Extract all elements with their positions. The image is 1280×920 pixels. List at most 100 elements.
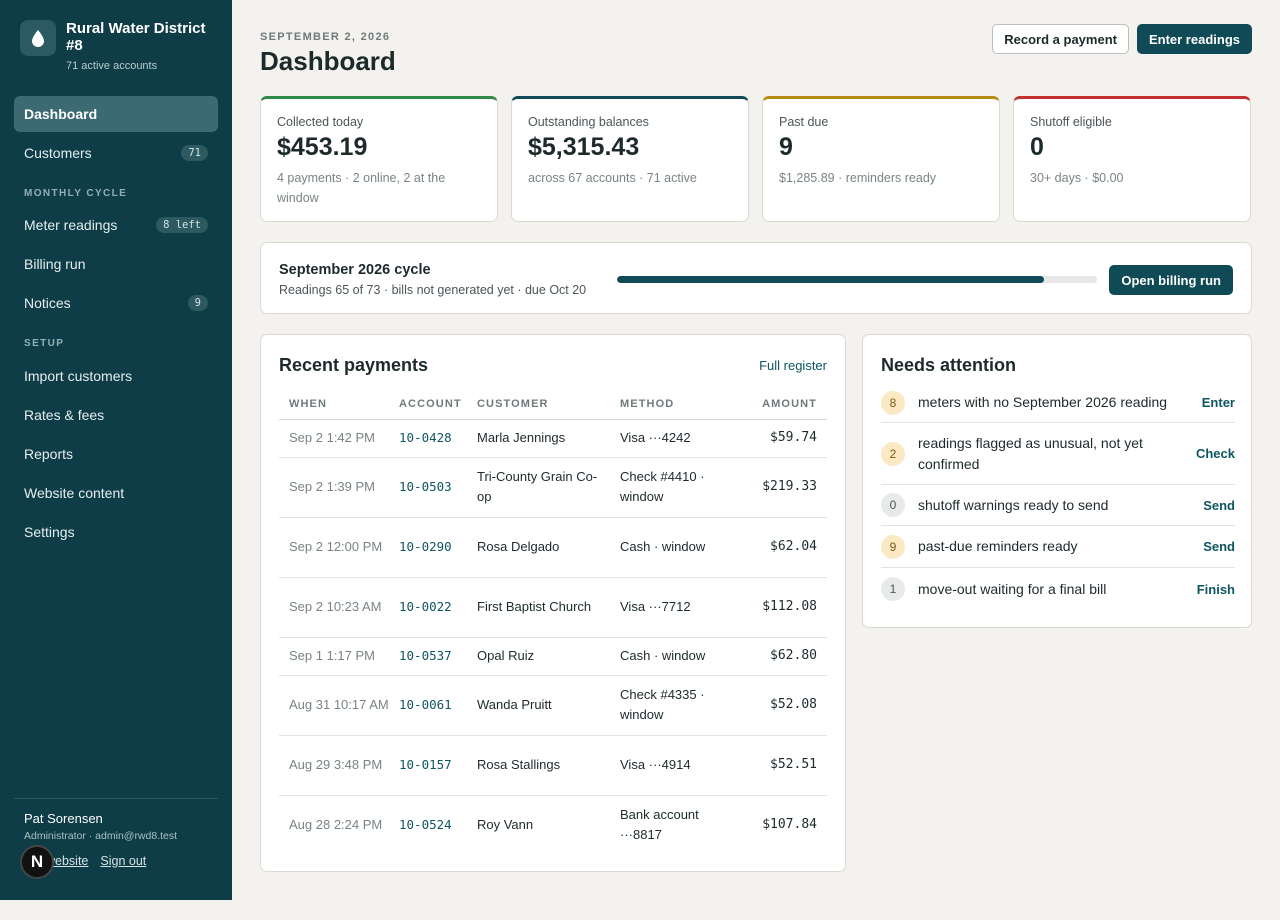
section-setup: SETUP — [24, 338, 65, 349]
sidebar-item-meter-readings[interactable]: Meter readings 8 left — [14, 207, 218, 243]
stat-card-past-due: Past due 9 $1,285.89 · reminders ready — [762, 96, 1000, 222]
payment-amount: $62.80 — [740, 637, 827, 676]
stat-note: 30+ days · $0.00 — [1030, 171, 1124, 185]
sidebar-item-label: Import customers — [24, 368, 133, 384]
brand: Rural Water District #8 71 active accoun… — [20, 20, 216, 72]
table-row: Sep 2 1:39 PM 10-0503 Tri-County Grain C… — [279, 457, 827, 518]
stat-card-outstanding-balances: Outstanding balances $5,315.43 across 67… — [511, 96, 749, 222]
sidebar-item-reports[interactable]: Reports — [14, 436, 218, 472]
recent-payments-title: Recent payments — [279, 355, 429, 375]
record-payment-button[interactable]: Record a payment — [992, 24, 1129, 54]
open-billing-run-button[interactable]: Open billing run — [1109, 265, 1233, 295]
payment-amount: $52.08 — [740, 675, 827, 736]
stat-card-shutoff-eligible: Shutoff eligible 0 30+ days · $0.00 — [1013, 96, 1251, 222]
payment-when: Aug 28 2:24 PM — [289, 817, 383, 833]
attention-text: meters with no September 2026 reading — [918, 394, 1168, 410]
sidebar-item-customers[interactable]: Customers 71 — [14, 135, 218, 171]
stat-value: $453.19 — [277, 133, 368, 161]
account-link[interactable]: 10-0428 — [389, 419, 467, 458]
enter-action-link[interactable]: Enter — [1201, 395, 1235, 410]
list-item: 0 shutoff warnings ready to send Send — [881, 485, 1235, 526]
payment-method: Visa ···4914 — [610, 735, 740, 796]
account-link[interactable]: 10-0061 — [389, 675, 467, 736]
payment-when: Aug 31 10:17 AM — [279, 675, 389, 736]
website-link[interactable]: website — [46, 854, 89, 868]
payment-amount: $52.51 — [740, 735, 827, 796]
count-badge: 2 — [881, 441, 905, 466]
payment-when: Sep 1 1:17 PM — [279, 637, 389, 676]
sidebar-item-import-customers[interactable]: Import customers — [14, 358, 218, 394]
account-link[interactable]: 10-0022 — [389, 577, 467, 638]
sidebar-item-label: Dashboard — [24, 106, 98, 122]
active-accounts-count: 71 active accounts — [66, 60, 158, 72]
district-name: Rural Water District #8 — [66, 20, 206, 54]
stat-note: 4 payments · 2 online, 2 at the window — [277, 171, 446, 205]
sidebar-item-label: Customers — [24, 145, 92, 161]
readings-progress-bar — [617, 276, 1097, 283]
sign-out-link[interactable]: Sign out — [100, 854, 147, 868]
attention-text: shutoff warnings ready to send — [918, 496, 1109, 513]
send-reminders-action-link[interactable]: Send — [1203, 539, 1235, 554]
recent-payments-panel: Recent payments Full register WHEN ACCOU… — [260, 334, 846, 872]
column-header-amount: AMOUNT — [740, 389, 827, 420]
count-badge: 0 — [881, 493, 905, 517]
payment-method: Check #4335 · window — [610, 675, 740, 736]
stat-value: 9 — [779, 133, 793, 161]
payment-amount: $219.33 — [740, 457, 827, 518]
customers-count-badge: 71 — [181, 145, 208, 161]
payment-when: Sep 2 1:42 PM — [279, 419, 389, 458]
payments-table: WHEN ACCOUNT CUSTOMER METHOD AMOUNT Sep … — [279, 389, 827, 855]
sidebar-item-label: Billing run — [24, 256, 86, 272]
payment-amount: $62.04 — [740, 517, 827, 578]
payment-customer: Marla Jennings — [467, 419, 610, 458]
account-link[interactable]: 10-0290 — [389, 517, 467, 578]
table-row: Sep 2 1:42 PM 10-0428 Marla Jennings Vis… — [279, 419, 827, 458]
check-action-link[interactable]: Check — [1195, 446, 1235, 461]
sidebar-item-label: Website content — [24, 485, 125, 501]
needs-attention-title: Needs attention — [881, 355, 1017, 375]
table-row: Sep 2 10:23 AM 10-0022 First Baptist Chu… — [279, 577, 827, 638]
payment-method: Check #4410 · window — [610, 457, 740, 518]
section-monthly-cycle: MONTHLY CYCLE — [24, 188, 128, 199]
payment-when: Sep 2 12:00 PM — [279, 517, 389, 578]
sidebar-item-label: Meter readings — [24, 217, 118, 233]
stat-label: Outstanding balances — [528, 115, 649, 129]
list-item: 8 meters with no September 2026 reading … — [881, 383, 1235, 423]
attention-text: readings flagged as unusual, not yet con… — [918, 434, 1143, 472]
send-warnings-action-link[interactable]: Send — [1203, 497, 1235, 513]
account-link[interactable]: 10-0503 — [389, 457, 467, 518]
payment-amount: $112.08 — [740, 577, 827, 638]
account-link[interactable]: 10-0537 — [389, 637, 467, 676]
notices-count-badge: 9 — [187, 295, 208, 311]
sidebar-item-dashboard[interactable]: Dashboard — [14, 96, 218, 132]
account-link[interactable]: 10-0157 — [389, 735, 467, 796]
sidebar-item-rates-fees[interactable]: Rates & fees — [14, 397, 218, 433]
payment-customer: Rosa Stallings — [467, 735, 610, 796]
payment-customer: Rosa Delgado — [467, 517, 610, 578]
user-role: Administrator · admin@rwd8.test — [24, 830, 178, 842]
payment-method: Visa ···7712 — [610, 577, 740, 638]
sidebar-item-notices[interactable]: Notices 9 — [14, 285, 218, 321]
account-link[interactable]: 10-0524 — [399, 817, 452, 833]
table-row: Sep 1 1:17 PM 10-0537 Opal Ruiz Cash · w… — [279, 637, 827, 676]
sidebar-item-billing-run[interactable]: Billing run — [14, 246, 218, 282]
table-row: Aug 31 10:17 AM 10-0061 Wanda Pruitt Che… — [279, 675, 827, 736]
payment-when: Sep 2 1:39 PM — [279, 457, 389, 518]
stat-value: $5,315.43 — [528, 133, 640, 161]
payment-method: Bank account ···8817 — [620, 807, 699, 843]
enter-readings-button[interactable]: Enter readings — [1136, 24, 1252, 54]
sidebar-item-website-content[interactable]: Website content — [14, 475, 218, 511]
count-badge: 9 — [881, 534, 905, 559]
readings-left-badge: 8 left — [156, 217, 208, 233]
user-name: Pat Sorensen — [24, 811, 103, 826]
readings-progress-fill — [617, 276, 1045, 283]
stat-note: $1,285.89 · reminders ready — [779, 171, 937, 185]
needs-attention-panel: Needs attention 8 meters with no Septemb… — [862, 334, 1252, 628]
n-logo-icon[interactable]: N — [20, 845, 54, 879]
full-register-link[interactable]: Full register — [759, 358, 827, 373]
sidebar-item-settings[interactable]: Settings — [14, 514, 218, 550]
finish-action-link[interactable]: Finish — [1196, 581, 1235, 597]
current-date: SEPTEMBER 2, 2026 — [260, 31, 391, 43]
payment-method: Visa ···4242 — [610, 419, 740, 458]
count-badge: 1 — [881, 577, 905, 601]
